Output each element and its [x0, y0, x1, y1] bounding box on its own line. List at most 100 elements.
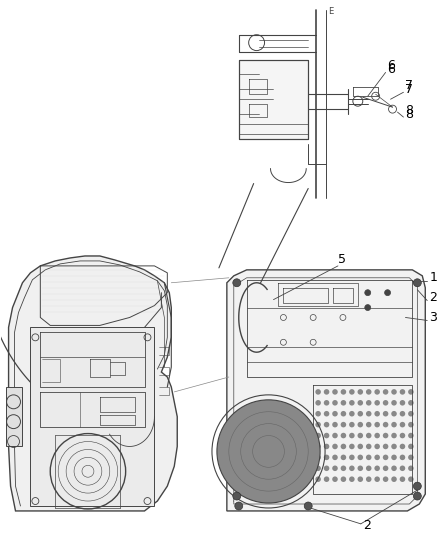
Text: 8: 8 [406, 108, 413, 120]
Circle shape [349, 411, 355, 416]
Circle shape [383, 400, 389, 406]
Circle shape [391, 477, 397, 482]
Circle shape [408, 400, 413, 406]
Circle shape [413, 492, 421, 500]
Circle shape [341, 411, 346, 416]
Circle shape [366, 433, 371, 438]
Circle shape [366, 443, 371, 449]
Circle shape [357, 400, 363, 406]
Circle shape [349, 389, 355, 394]
Circle shape [315, 455, 321, 460]
Circle shape [315, 389, 321, 394]
Circle shape [315, 443, 321, 449]
Text: 7: 7 [406, 79, 413, 92]
Text: 6: 6 [388, 60, 396, 72]
Circle shape [385, 290, 391, 296]
Circle shape [357, 433, 363, 438]
Circle shape [383, 411, 389, 416]
Circle shape [324, 433, 329, 438]
Circle shape [324, 400, 329, 406]
Circle shape [365, 290, 371, 296]
Circle shape [366, 465, 371, 471]
Circle shape [383, 455, 389, 460]
Circle shape [357, 477, 363, 482]
Circle shape [408, 455, 413, 460]
Circle shape [341, 465, 346, 471]
Circle shape [383, 443, 389, 449]
Circle shape [332, 443, 338, 449]
Circle shape [391, 465, 397, 471]
Circle shape [349, 433, 355, 438]
Circle shape [400, 411, 405, 416]
Circle shape [408, 433, 413, 438]
Circle shape [374, 477, 380, 482]
Circle shape [391, 433, 397, 438]
Text: 2: 2 [363, 519, 371, 532]
Circle shape [324, 411, 329, 416]
Circle shape [324, 422, 329, 427]
Circle shape [391, 411, 397, 416]
Circle shape [341, 422, 346, 427]
Circle shape [315, 422, 321, 427]
Text: 2: 2 [429, 291, 437, 304]
Circle shape [332, 433, 338, 438]
Circle shape [332, 400, 338, 406]
Circle shape [374, 455, 380, 460]
Circle shape [357, 389, 363, 394]
Circle shape [408, 477, 413, 482]
Circle shape [332, 465, 338, 471]
Circle shape [341, 433, 346, 438]
Circle shape [366, 422, 371, 427]
Circle shape [235, 502, 243, 510]
Circle shape [341, 455, 346, 460]
Circle shape [341, 400, 346, 406]
Circle shape [357, 455, 363, 460]
Circle shape [400, 422, 405, 427]
Circle shape [391, 455, 397, 460]
Circle shape [413, 482, 421, 490]
Circle shape [349, 400, 355, 406]
Circle shape [324, 389, 329, 394]
Circle shape [374, 465, 380, 471]
Circle shape [315, 411, 321, 416]
Text: 7: 7 [406, 83, 413, 96]
Circle shape [400, 433, 405, 438]
Circle shape [391, 389, 397, 394]
Circle shape [341, 477, 346, 482]
Circle shape [391, 400, 397, 406]
Circle shape [374, 411, 380, 416]
Circle shape [383, 433, 389, 438]
Text: 1: 1 [429, 271, 437, 284]
Circle shape [366, 455, 371, 460]
Circle shape [315, 465, 321, 471]
Circle shape [408, 422, 413, 427]
Circle shape [324, 443, 329, 449]
Circle shape [400, 477, 405, 482]
Circle shape [413, 279, 421, 287]
Circle shape [332, 477, 338, 482]
Circle shape [324, 465, 329, 471]
Circle shape [233, 279, 241, 287]
Circle shape [233, 492, 241, 500]
Circle shape [357, 411, 363, 416]
Circle shape [357, 465, 363, 471]
Circle shape [349, 477, 355, 482]
Circle shape [383, 422, 389, 427]
Circle shape [408, 411, 413, 416]
Text: 6: 6 [388, 63, 396, 76]
Circle shape [349, 443, 355, 449]
Polygon shape [227, 270, 425, 511]
Circle shape [374, 433, 380, 438]
Circle shape [324, 477, 329, 482]
Polygon shape [6, 387, 22, 447]
Polygon shape [239, 60, 308, 139]
Text: E: E [328, 7, 333, 16]
Circle shape [315, 433, 321, 438]
Circle shape [408, 443, 413, 449]
Circle shape [349, 455, 355, 460]
Circle shape [400, 455, 405, 460]
Circle shape [332, 389, 338, 394]
Circle shape [349, 422, 355, 427]
Circle shape [391, 422, 397, 427]
Circle shape [400, 443, 405, 449]
